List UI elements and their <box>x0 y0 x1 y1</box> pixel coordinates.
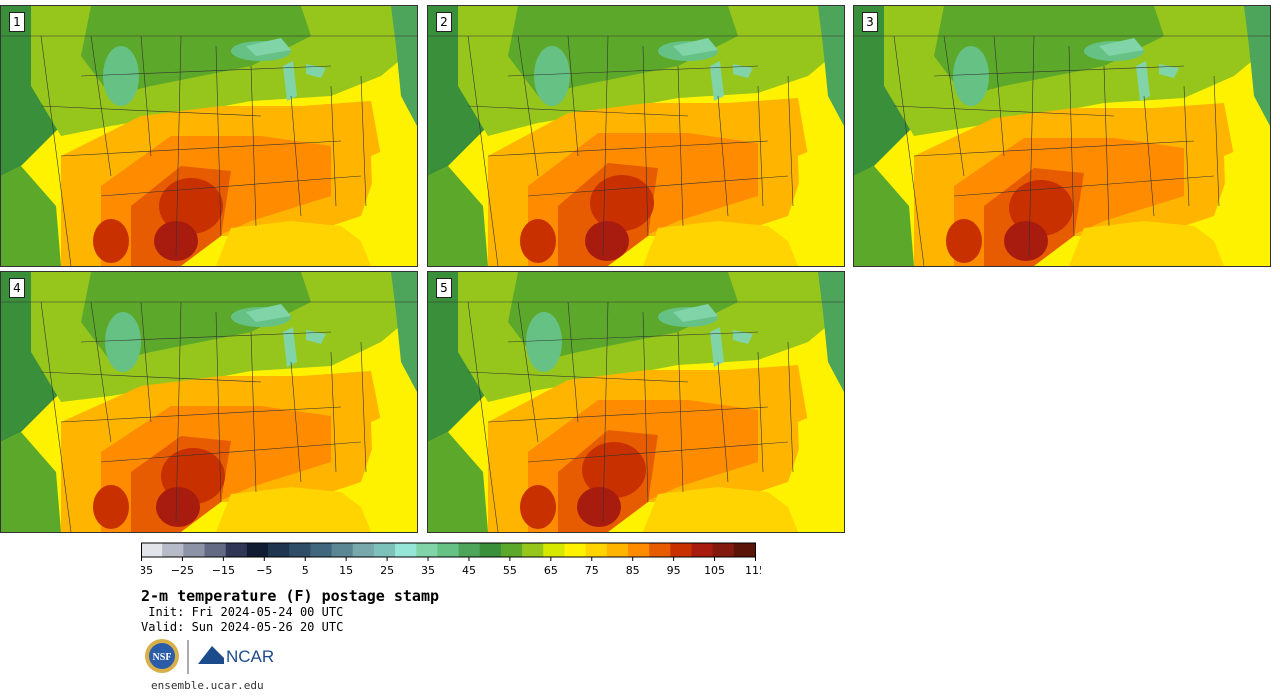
colorbar-cell <box>691 543 714 557</box>
temperature-map <box>428 272 844 532</box>
colorbar-cell <box>479 543 502 557</box>
temperature-map <box>854 6 1270 266</box>
colorbar-tick-label: 35 <box>421 564 435 577</box>
colorbar-tick-label: 25 <box>380 564 394 577</box>
colorbar-tick-label: −15 <box>212 564 235 577</box>
colorbar-cell <box>564 543 587 557</box>
colorbar-tick-label: 95 <box>667 564 681 577</box>
colorbar-cell <box>733 543 756 557</box>
colorbar-tick-label: 5 <box>302 564 309 577</box>
colorbar-cell <box>543 543 565 557</box>
colorbar-cell <box>627 543 650 557</box>
nsf-text: NSF <box>153 652 172 663</box>
colorbar-cell <box>289 543 311 557</box>
colorbar-cell <box>416 543 438 557</box>
temperature-map <box>1 6 417 266</box>
colorbar-cell <box>225 543 248 557</box>
colorbar-cell <box>606 543 629 557</box>
colorbar-tick-label: 55 <box>503 564 517 577</box>
colorbar-cell <box>458 543 481 557</box>
logos: NSF NCAR <box>145 639 274 674</box>
state-borders <box>1 35 417 266</box>
map-panel-3: 3 <box>853 5 1271 267</box>
colorbar-cell <box>522 543 544 557</box>
ncar-logo: NCAR <box>198 646 274 666</box>
colorbar-cell <box>310 543 333 557</box>
map-panel-1: 1 <box>0 5 418 267</box>
site-url: ensemble.ucar.edu <box>151 679 264 692</box>
colorbar-cell <box>437 543 460 557</box>
colorbar-cell <box>246 543 269 557</box>
temperature-map <box>1 272 417 532</box>
panel-number: 1 <box>9 12 25 32</box>
colorbar-cell <box>500 543 523 557</box>
colorbar: −35 −25 −15 −5 5 15 25 35 45 55 65 75 85 95 105 115 <box>141 542 761 577</box>
colorbar-tick-label: −35 <box>141 564 153 577</box>
colorbar-tick-label: 15 <box>339 564 353 577</box>
colorbar-tick-label: 75 <box>585 564 599 577</box>
colorbar-tick-label: 45 <box>462 564 476 577</box>
colorbar-cell <box>162 543 184 557</box>
map-panel-4: 4 <box>0 271 418 533</box>
colorbar-cell <box>585 543 608 557</box>
state-borders <box>854 35 1270 266</box>
map-panel-5: 5 <box>427 271 845 533</box>
panel-number: 5 <box>436 278 452 298</box>
colorbar-cell <box>712 543 735 557</box>
panel-number: 2 <box>436 12 452 32</box>
colorbar-cell <box>395 543 417 557</box>
panel-number: 3 <box>862 12 878 32</box>
colorbar-cell <box>649 543 671 557</box>
panel-number: 4 <box>9 278 25 298</box>
colorbar-cell <box>268 543 290 557</box>
colorbar-tick-label: 65 <box>544 564 558 577</box>
colorbar-tick-label: −25 <box>171 564 194 577</box>
colorbar-tick-label: 85 <box>626 564 640 577</box>
ncar-text: NCAR <box>226 647 274 666</box>
nsf-logo: NSF <box>145 639 179 673</box>
colorbar-tick-label: −5 <box>256 564 272 577</box>
colorbar-tick-label: 105 <box>704 564 725 577</box>
valid-time: Valid: Sun 2024-05-26 20 UTC <box>141 620 344 634</box>
colorbar-cell <box>670 543 692 557</box>
colorbar-tick-label: 115 <box>745 564 761 577</box>
map-panel-2: 2 <box>427 5 845 267</box>
chart-title: 2-m temperature (F) postage stamp <box>141 587 440 605</box>
state-borders <box>428 301 844 532</box>
colorbar-cell <box>352 543 375 557</box>
colorbar-cell <box>373 543 396 557</box>
colorbar-cell <box>331 543 354 557</box>
colorbar-cell <box>204 543 227 557</box>
state-borders <box>1 301 417 532</box>
colorbar-cell <box>183 543 206 557</box>
init-time: Init: Fri 2024-05-24 00 UTC <box>141 605 344 619</box>
colorbar-cell <box>141 543 163 557</box>
temperature-map <box>428 6 844 266</box>
state-borders <box>428 35 844 266</box>
